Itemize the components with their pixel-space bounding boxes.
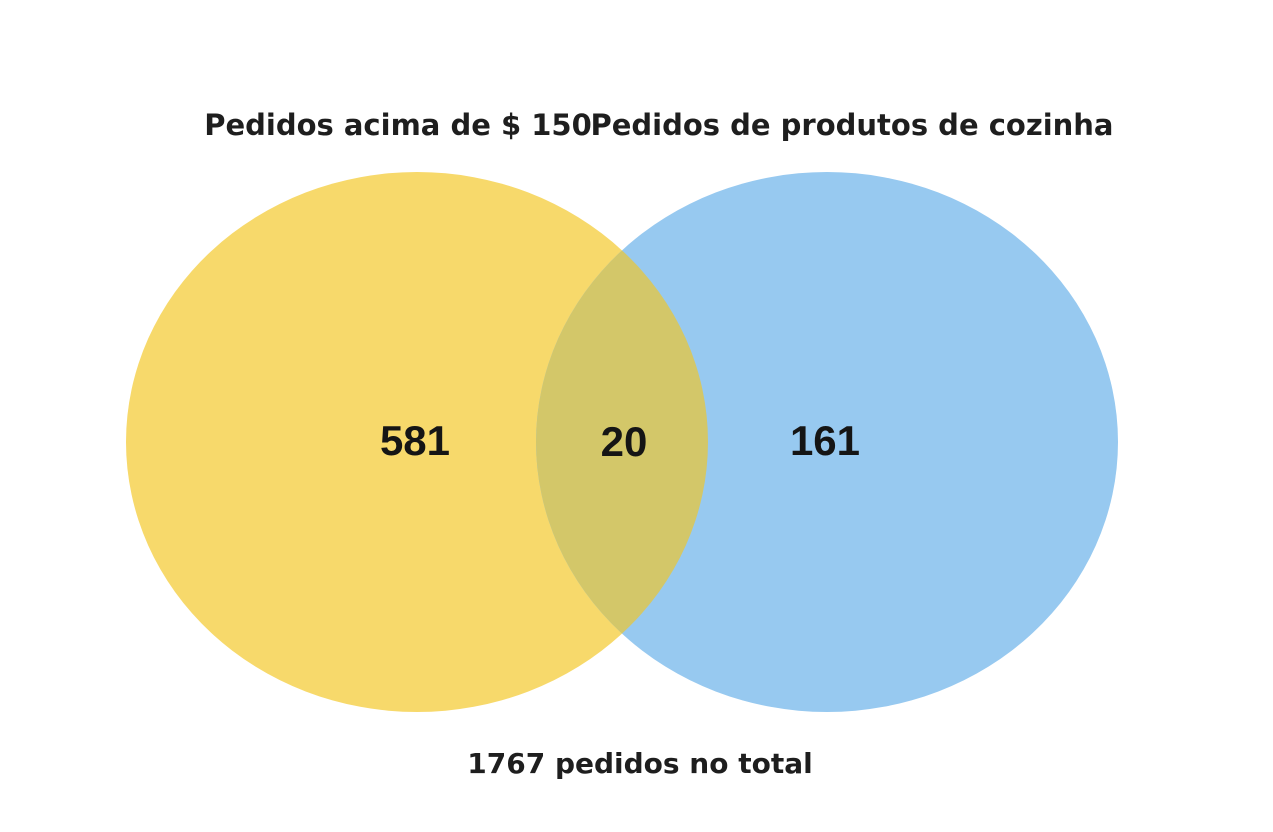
set-circle-kitchen-orders bbox=[536, 172, 1118, 712]
set-label-kitchen-orders: Pedidos de produtos de cozinha bbox=[590, 108, 1113, 142]
set-label-orders-over-150: Pedidos acima de $ 150 bbox=[204, 108, 592, 142]
count-right-only: 161 bbox=[790, 417, 860, 464]
set-circle-orders-over-150 bbox=[126, 172, 708, 712]
total-orders-label: 1767 pedidos no total bbox=[467, 747, 812, 780]
count-left-only: 581 bbox=[380, 417, 450, 464]
count-intersection: 20 bbox=[601, 418, 648, 465]
